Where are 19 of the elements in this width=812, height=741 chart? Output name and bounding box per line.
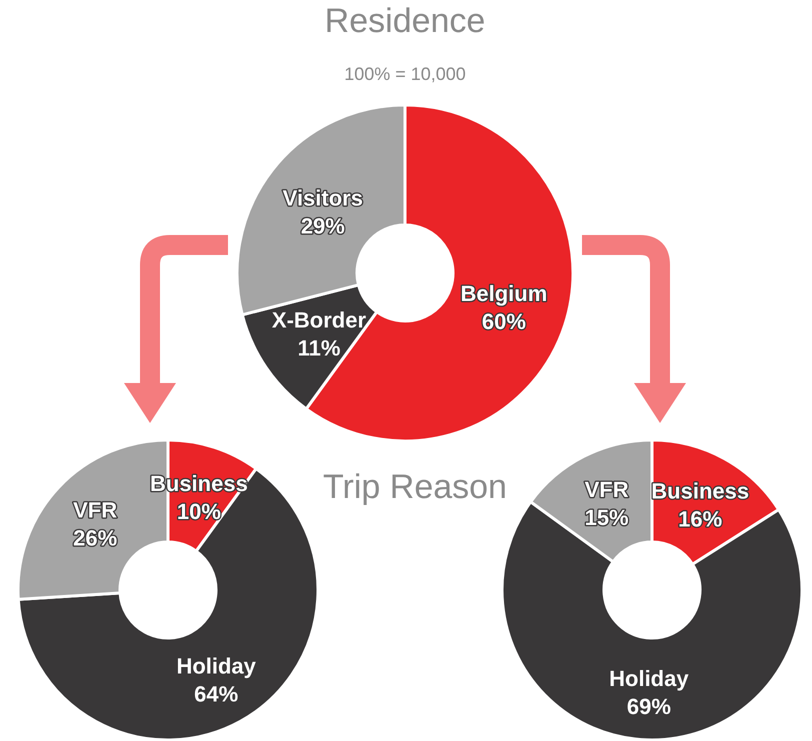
data-label: 26% — [73, 526, 118, 551]
data-label: 10% — [176, 498, 221, 524]
slice-label: Visitors — [282, 185, 363, 210]
data-label: 64% — [194, 682, 238, 707]
data-label: 69% — [626, 694, 671, 719]
slice-label: Holiday — [176, 654, 257, 679]
chart-subtitle: 100% = 10,000 — [344, 64, 466, 84]
data-label: 16% — [678, 506, 722, 532]
data-label: 60% — [482, 309, 526, 334]
data-label: 29% — [300, 213, 345, 238]
chart-title: Residence — [324, 2, 486, 40]
data-label: 15% — [584, 504, 629, 530]
slice-label: Holiday — [609, 666, 690, 691]
slice-label: X-Border — [272, 307, 366, 332]
data-label: 11% — [298, 335, 340, 360]
slice-label: VFR — [73, 498, 118, 523]
text: Trip Reason — [323, 468, 507, 506]
slice-label: Belgium — [460, 281, 548, 306]
slice-label: VFR — [584, 476, 629, 502]
